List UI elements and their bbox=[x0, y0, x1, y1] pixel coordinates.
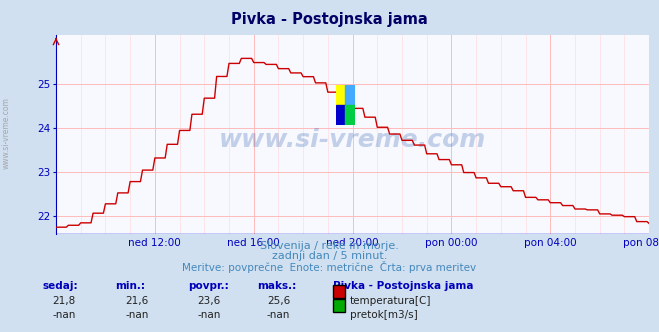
Text: 21,8: 21,8 bbox=[53, 296, 76, 306]
Text: temperatura[C]: temperatura[C] bbox=[350, 296, 432, 306]
Text: min.:: min.: bbox=[115, 281, 146, 290]
Bar bbox=[345, 105, 355, 124]
Text: Slovenija / reke in morje.: Slovenija / reke in morje. bbox=[260, 241, 399, 251]
Text: zadnji dan / 5 minut.: zadnji dan / 5 minut. bbox=[272, 251, 387, 261]
Text: 23,6: 23,6 bbox=[198, 296, 221, 306]
Text: -nan: -nan bbox=[198, 310, 221, 320]
Bar bbox=[345, 85, 355, 105]
Text: 21,6: 21,6 bbox=[125, 296, 148, 306]
Bar bbox=[336, 105, 345, 124]
Text: Pivka - Postojnska jama: Pivka - Postojnska jama bbox=[231, 12, 428, 27]
Text: -nan: -nan bbox=[125, 310, 148, 320]
Text: Pivka - Postojnska jama: Pivka - Postojnska jama bbox=[333, 281, 473, 290]
Text: 25,6: 25,6 bbox=[267, 296, 290, 306]
Text: www.si-vreme.com: www.si-vreme.com bbox=[219, 128, 486, 152]
Bar bbox=[336, 85, 345, 105]
Text: -nan: -nan bbox=[53, 310, 76, 320]
Text: www.si-vreme.com: www.si-vreme.com bbox=[2, 97, 11, 169]
Text: pretok[m3/s]: pretok[m3/s] bbox=[350, 310, 418, 320]
Text: -nan: -nan bbox=[267, 310, 290, 320]
Text: povpr.:: povpr.: bbox=[188, 281, 229, 290]
Text: maks.:: maks.: bbox=[257, 281, 297, 290]
Text: sedaj:: sedaj: bbox=[43, 281, 78, 290]
Text: Meritve: povprečne  Enote: metrične  Črta: prva meritev: Meritve: povprečne Enote: metrične Črta:… bbox=[183, 261, 476, 273]
